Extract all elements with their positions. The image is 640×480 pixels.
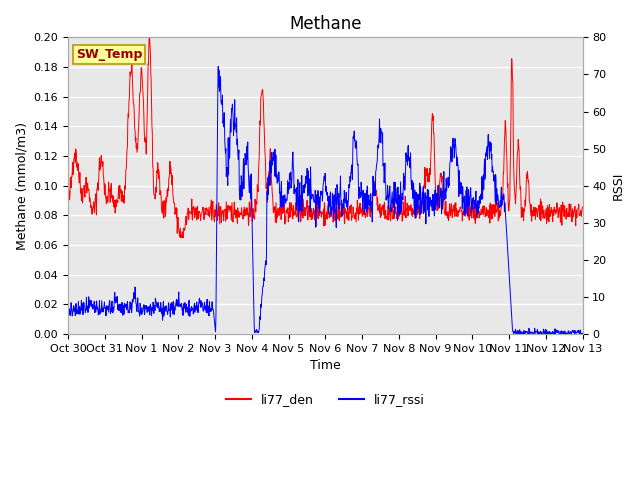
- Y-axis label: Methane (mmol/m3): Methane (mmol/m3): [15, 122, 28, 250]
- Legend: li77_den, li77_rssi: li77_den, li77_rssi: [221, 388, 429, 411]
- Title: Methane: Methane: [289, 15, 362, 33]
- Text: SW_Temp: SW_Temp: [76, 48, 142, 61]
- X-axis label: Time: Time: [310, 360, 340, 372]
- Y-axis label: RSSI: RSSI: [612, 171, 625, 200]
